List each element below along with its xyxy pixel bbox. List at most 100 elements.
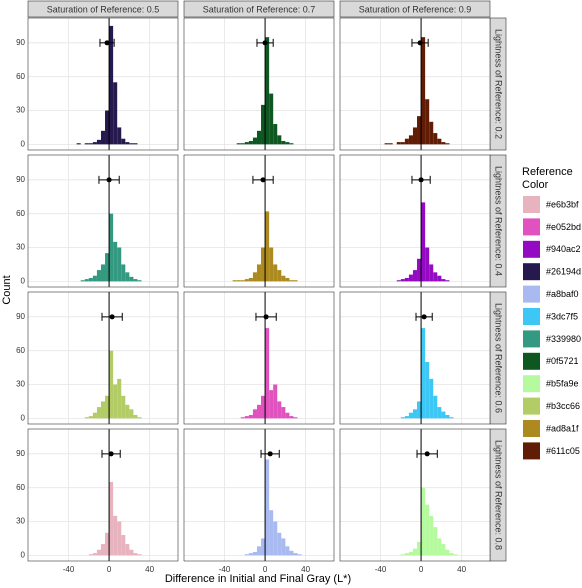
bar (252, 272, 257, 282)
bar (277, 270, 282, 282)
bar (417, 401, 422, 419)
bar (100, 264, 106, 282)
bar (88, 143, 93, 145)
bar (265, 328, 270, 419)
bar (88, 554, 93, 556)
y-tick-label: 0 (21, 550, 26, 559)
bar (261, 538, 266, 556)
mean-point (417, 40, 423, 46)
legend-label: #e052bd (546, 222, 581, 232)
bar (100, 544, 106, 556)
bar (273, 264, 278, 282)
y-tick-label: 60 (16, 72, 25, 81)
bar (277, 401, 282, 419)
bar (429, 515, 434, 556)
row-label: Lightness of Reference: 0.4 (494, 166, 504, 276)
legend-label: #e6b3bf (546, 199, 579, 209)
bar (400, 554, 405, 556)
bar (408, 551, 413, 556)
bar (437, 538, 442, 556)
bar (88, 416, 93, 419)
bar (437, 138, 442, 145)
legend-key (523, 240, 540, 258)
bar (400, 279, 405, 282)
bar (244, 142, 249, 145)
bar (449, 417, 454, 419)
x-tick-label: 0 (107, 565, 112, 574)
bar (412, 127, 418, 145)
x-tick-label: 0 (263, 565, 268, 574)
bar (277, 532, 282, 556)
y-tick-label: 90 (16, 312, 25, 321)
mean-point (109, 314, 115, 320)
bar (281, 275, 286, 282)
bar (252, 137, 257, 145)
panel-border (27, 17, 179, 151)
bar (388, 143, 393, 145)
bar (441, 279, 446, 282)
bar (117, 247, 122, 282)
panel-border (183, 428, 335, 562)
bar (425, 99, 430, 145)
y-tick-label: 0 (21, 276, 26, 285)
y-tick-label: 60 (16, 209, 25, 218)
bar (96, 407, 101, 419)
bar (244, 416, 249, 419)
bar (125, 272, 130, 282)
y-tick-label: 30 (16, 380, 25, 389)
bar (240, 417, 245, 419)
legend-label: #940ac2 (546, 244, 581, 254)
bar (281, 538, 286, 556)
x-axis-title: Difference in Initial and Final Gray (L*… (165, 573, 351, 585)
bar (269, 247, 274, 282)
mean-point (267, 451, 273, 457)
panel-border (339, 17, 491, 151)
y-tick-label: 60 (16, 346, 25, 355)
bar (109, 25, 114, 145)
bar (445, 143, 450, 145)
y-tick-label: 0 (21, 139, 26, 148)
bar (400, 417, 405, 419)
mean-point (106, 177, 112, 183)
mean-point (418, 177, 424, 183)
legend-label: #a8baf0 (546, 289, 579, 299)
legend-key (523, 442, 540, 460)
column-label: Saturation of Reference: 0.7 (203, 4, 316, 14)
bar (412, 270, 418, 282)
bar (256, 404, 262, 419)
bar (232, 280, 237, 282)
bar (417, 116, 422, 145)
mean-point (260, 177, 266, 183)
bar (96, 139, 101, 145)
bar (285, 412, 290, 419)
bar (289, 143, 294, 145)
mean-point (263, 314, 269, 320)
x-tick-label: 40 (457, 565, 466, 574)
legend-label: #26194d (546, 267, 581, 277)
bar (265, 459, 270, 556)
bar (84, 279, 89, 282)
mean-point (104, 40, 110, 46)
bar (117, 127, 122, 145)
bar (92, 553, 97, 556)
bar (453, 554, 458, 556)
y-axis-title: Count (1, 275, 13, 304)
bar (384, 143, 389, 145)
bar (244, 554, 249, 556)
bar (269, 93, 274, 145)
bar (236, 143, 241, 145)
panel-border (339, 428, 491, 562)
bar (248, 553, 253, 556)
bar (88, 277, 93, 282)
bar (441, 411, 446, 419)
legend-key (523, 397, 540, 415)
bar (293, 280, 298, 282)
bar (252, 551, 257, 556)
bar (129, 143, 134, 145)
bar (408, 135, 413, 145)
bar (105, 532, 110, 556)
bar (129, 549, 134, 556)
bar (240, 143, 245, 145)
panel (184, 18, 334, 150)
